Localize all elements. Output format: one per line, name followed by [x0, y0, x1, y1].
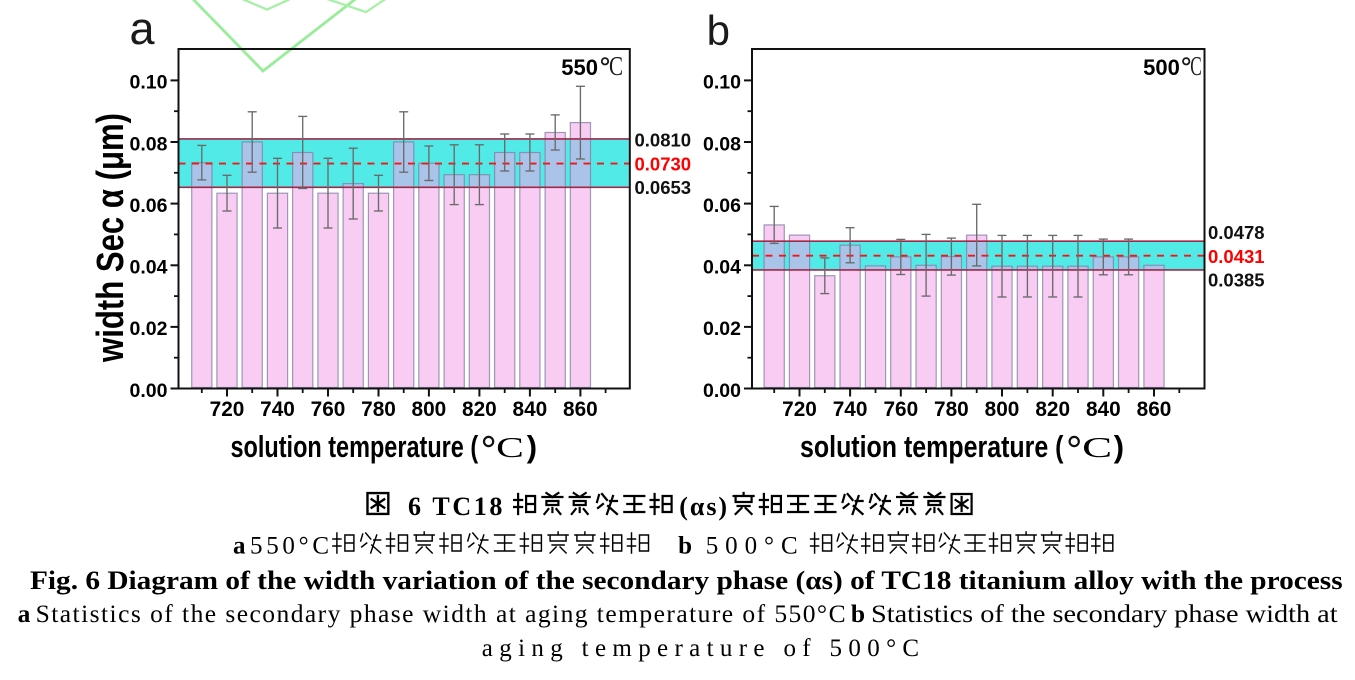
svg-text:760: 760 [883, 398, 918, 421]
svg-text:550: 550 [561, 55, 598, 80]
svg-text:0.0385: 0.0385 [1208, 270, 1265, 291]
svg-text:0.00: 0.00 [130, 380, 168, 402]
svg-text:b: b [678, 533, 692, 560]
svg-text:0.08: 0.08 [703, 133, 741, 155]
svg-text:500: 500 [1143, 55, 1180, 80]
svg-text:0.04: 0.04 [130, 257, 168, 279]
svg-text:0.0810: 0.0810 [635, 130, 692, 151]
svg-text:0.10: 0.10 [703, 72, 741, 94]
svg-text:860: 860 [1137, 398, 1172, 421]
svg-text:860: 860 [563, 398, 598, 421]
svg-text:720: 720 [782, 398, 817, 421]
svg-text:Statistics of the secondary ph: Statistics of the secondary phase width … [36, 599, 846, 628]
svg-text:0.02: 0.02 [130, 318, 168, 340]
svg-text:780: 780 [934, 398, 969, 421]
svg-text:820: 820 [462, 398, 497, 421]
svg-text:b: b [851, 599, 865, 628]
svg-text:Statistics of the secondary ph: Statistics of the secondary phase width … [871, 599, 1338, 628]
svg-text:a: a [233, 533, 246, 560]
svg-text:C: C [1082, 432, 1112, 464]
svg-text:C: C [1190, 51, 1202, 81]
svg-text:760: 760 [311, 398, 346, 421]
svg-text:b: b [707, 7, 730, 54]
svg-text:width Sec α (μm): width Sec α (μm) [90, 113, 132, 363]
svg-text:C: C [609, 51, 623, 81]
svg-text:840: 840 [1086, 398, 1121, 421]
svg-text:820: 820 [1035, 398, 1070, 421]
svg-text:800: 800 [412, 398, 447, 421]
svg-text:): ) [1114, 429, 1124, 464]
svg-text:(αs): (αs) [679, 492, 727, 521]
svg-text:780: 780 [361, 398, 396, 421]
svg-text:C: C [496, 432, 524, 464]
svg-text:Fig. 6 Diagram of the width va: Fig. 6 Diagram of the width variation of… [30, 565, 1343, 595]
svg-text:solution temperature (: solution temperature ( [231, 429, 479, 464]
svg-text:0.06: 0.06 [703, 195, 741, 217]
svg-text:a: a [129, 3, 155, 54]
svg-text:720: 720 [210, 398, 245, 421]
svg-text:0.02: 0.02 [703, 318, 741, 340]
svg-text:): ) [527, 429, 537, 464]
svg-text:800: 800 [985, 398, 1020, 421]
svg-text:0.06: 0.06 [130, 195, 168, 217]
svg-text:0.0653: 0.0653 [635, 177, 692, 198]
svg-text:840: 840 [513, 398, 548, 421]
svg-text:0.04: 0.04 [703, 257, 741, 279]
svg-text:740: 740 [833, 398, 868, 421]
svg-text:0.00: 0.00 [703, 380, 741, 402]
svg-text:0.0730: 0.0730 [635, 154, 692, 175]
svg-text:0.0431: 0.0431 [1208, 246, 1265, 267]
svg-text:a: a [18, 599, 31, 628]
svg-text:0.08: 0.08 [130, 133, 168, 155]
svg-text:740: 740 [260, 398, 295, 421]
svg-text:solution temperature (: solution temperature ( [800, 429, 1064, 464]
svg-text:550°C: 550°C [250, 533, 329, 560]
svg-text:0.10: 0.10 [130, 72, 168, 94]
svg-text:6 TC18: 6 TC18 [408, 492, 502, 521]
svg-text:0.0478: 0.0478 [1208, 222, 1265, 243]
